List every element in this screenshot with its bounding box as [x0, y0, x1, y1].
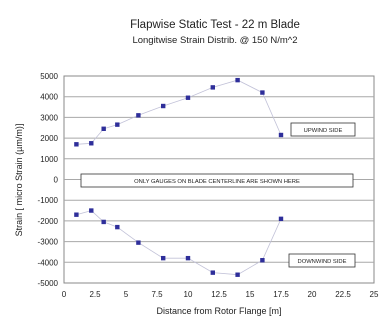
x-tick-label: 25: [370, 290, 379, 299]
data-point: [278, 216, 284, 222]
annotation-boxes: UPWIND SIDE ONLY GAUGES ON BLADE CENTERLI…: [80, 122, 356, 268]
y-axis-label: Strain [ micro Strain (µm/m)]: [14, 124, 24, 237]
x-axis-label: Distance from Rotor Flange [m]: [156, 306, 281, 316]
data-points: [74, 77, 284, 277]
y-tick-label: 0: [54, 176, 59, 185]
y-tick-label: -1000: [38, 196, 59, 205]
x-tick-label: 20: [308, 290, 317, 299]
y-tick-label: 2000: [40, 134, 58, 143]
data-point: [136, 240, 141, 245]
annotation-note: ONLY GAUGES ON BLADE CENTERLINE ARE SHOW…: [134, 179, 300, 185]
y-tick-label: 1000: [40, 155, 58, 164]
data-point: [185, 255, 191, 261]
y-tick-label: -4000: [38, 258, 59, 267]
data-point: [235, 272, 240, 277]
data-point: [74, 212, 79, 217]
x-tick-label: 22.5: [335, 290, 351, 299]
y-tick-label: -5000: [38, 279, 59, 288]
x-tick-label: 5: [124, 290, 129, 299]
y-tick-label: 5000: [40, 72, 58, 81]
x-tick-label: 10: [184, 290, 193, 299]
data-point: [115, 122, 120, 127]
data-point: [260, 258, 265, 263]
data-point: [101, 126, 106, 131]
annotation-note-box: [80, 173, 354, 188]
data-point: [89, 208, 94, 213]
x-tick-label: 7.5: [151, 290, 163, 299]
y-tick-label: -3000: [38, 238, 59, 247]
data-point: [101, 219, 106, 225]
data-point: [235, 77, 240, 83]
series-label-downwind-box: [288, 253, 356, 268]
chart-title: Flapwise Static Test - 22 m Blade: [130, 19, 300, 31]
x-tick-label: 2.5: [89, 290, 101, 299]
series-label-downwind: DOWNWIND SIDE: [298, 259, 347, 265]
chart-subtitle: Longitwise Strain Distrib. @ 150 N/m^2: [132, 35, 298, 46]
y-tick-label: -2000: [38, 217, 59, 226]
data-point: [161, 103, 166, 109]
x-tick-label: 15: [246, 290, 255, 299]
data-point: [115, 224, 120, 230]
data-point: [260, 90, 265, 95]
y-tick-label: 4000: [40, 93, 58, 102]
data-point: [278, 132, 284, 138]
series-label-upwind: UPWIND SIDE: [304, 128, 343, 134]
tick-labels: 5000 4000 3000 2000 1000 0 -1000 -2000 -3000 -400…: [38, 72, 379, 299]
y-tick-label: 3000: [40, 113, 58, 122]
data-point: [89, 141, 94, 146]
data-point: [161, 255, 166, 261]
data-point: [210, 85, 215, 90]
data-point: [136, 113, 141, 118]
x-tick-label: 12.5: [211, 290, 227, 299]
data-point: [210, 270, 215, 275]
x-tick-label: 0: [62, 290, 67, 299]
series-label-upwind-box: [290, 122, 356, 137]
x-tick-label: 17.5: [273, 290, 289, 299]
data-point: [185, 95, 191, 100]
data-point: [74, 142, 79, 147]
